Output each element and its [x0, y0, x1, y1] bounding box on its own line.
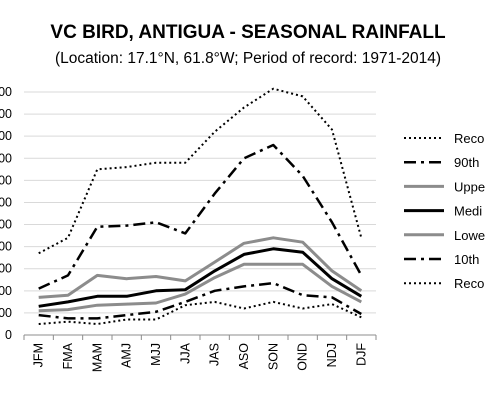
y-tick-label: 300 — [0, 262, 12, 276]
legend-label: 90th — [454, 155, 479, 170]
x-tick-label: MJJ — [149, 343, 163, 366]
x-tick-label: ASO — [237, 343, 251, 370]
x-tick-label: FMA — [61, 342, 75, 369]
legend-label: Reco — [454, 131, 484, 146]
y-tick-label: 700 — [0, 173, 12, 187]
y-tick-label: 0 — [5, 328, 12, 342]
legend-label: Uppe — [454, 179, 485, 194]
x-tick-label: JAS — [208, 343, 222, 366]
legend-label: 10th — [454, 252, 479, 267]
x-tick-label: SON — [266, 343, 280, 370]
x-tick-label: JFM — [32, 343, 46, 367]
legend-label: Medi — [454, 204, 482, 219]
x-tick-label: MAM — [90, 343, 104, 372]
y-tick-label: 400 — [0, 240, 12, 254]
series-line — [38, 247, 363, 308]
x-tick-label: DJF — [354, 343, 368, 366]
series-line — [38, 143, 363, 290]
y-tick-label: 600 — [0, 195, 12, 209]
series-line — [38, 236, 363, 299]
y-tick-label: 100 — [0, 306, 12, 320]
y-tick-label: 800 — [0, 151, 12, 165]
legend-label: Lowe — [454, 228, 485, 243]
chart-title: VC BIRD, ANTIGUA - SEASONAL RAINFALL — [50, 22, 446, 43]
series-line — [38, 87, 363, 255]
series-line — [38, 300, 362, 325]
legend: Reco 90th Uppe Medi Lowe 10th Reco — [404, 131, 485, 291]
x-tick-label: OND — [296, 343, 310, 371]
plot-area: 0 100 200 300 400 500 600 700 800 900 1000 1100 JFM F… — [0, 85, 377, 372]
y-tick-label: 1100 — [0, 85, 12, 99]
y-tick-label: 1000 — [0, 107, 12, 121]
x-tick-label: JJA — [178, 342, 192, 364]
legend-label: Reco — [454, 276, 484, 291]
y-tick-label: 500 — [0, 218, 12, 232]
series-line — [38, 262, 363, 313]
y-tick-label: 200 — [0, 284, 12, 298]
x-tick-label: AMJ — [120, 343, 134, 368]
chart-subtitle: (Location: 17.1°N, 61.8°W; Period of rec… — [55, 50, 441, 67]
x-tick-label: NDJ — [325, 343, 339, 367]
series-line — [38, 281, 362, 320]
y-tick-label: 900 — [0, 129, 12, 143]
